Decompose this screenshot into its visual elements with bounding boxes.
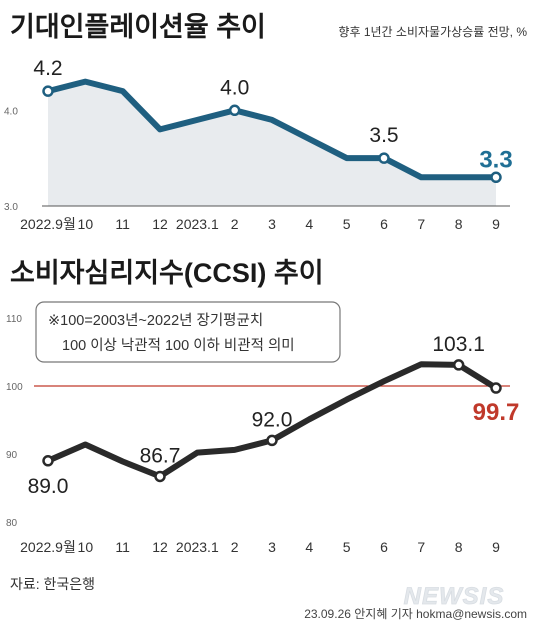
chart2-x-tick-label: 2023.1 xyxy=(176,539,219,555)
chart1-x-tick-label: 9 xyxy=(492,216,500,232)
chart1-x-tick-label: 5 xyxy=(343,216,351,232)
chart1-series-line xyxy=(45,78,499,181)
chart1-data-label: 4.2 xyxy=(33,57,62,80)
chart1-x-tick-label: 10 xyxy=(78,216,94,232)
source-note: 자료: 한국은행 xyxy=(10,576,95,592)
chart1-x-tick-label: 8 xyxy=(455,216,463,232)
chart2-y-tick-label: 100 xyxy=(6,382,23,393)
chart2-x-tick-label: 6 xyxy=(380,539,388,555)
chart2-data-label: 92.0 xyxy=(252,408,293,431)
chart2-data-label: 86.7 xyxy=(140,444,181,467)
chart2-x-tick-label: 9 xyxy=(492,539,500,555)
chart2-note-line-2: 100 이상 낙관적 100 이하 비관적 의미 xyxy=(62,337,295,354)
chart1-x-tick-label: 6 xyxy=(380,216,388,232)
newsis-logo-text: NEWSIS xyxy=(404,583,505,610)
chart1-y-tick-label: 4.0 xyxy=(4,106,18,117)
chart2-note-line-1: ※100=2003년~2022년 장기평균치 xyxy=(48,312,263,329)
chart1-title: 기대인플레이션율 추이 xyxy=(10,12,266,42)
chart2-x-tick-label: 3 xyxy=(268,539,276,555)
chart2-x-tick-label: 12 xyxy=(152,539,168,555)
chart2-data-point xyxy=(154,470,166,483)
chart2-x-tick-label: 8 xyxy=(455,539,463,555)
chart2-y-tick-label: 80 xyxy=(6,518,18,529)
chart1-data-point xyxy=(42,85,54,97)
chart2-x-tick-label: 4 xyxy=(305,539,313,555)
chart2-x-tick-label: 2022.9월 xyxy=(20,539,76,555)
chart1-data-point xyxy=(228,104,241,117)
credit-line: 23.09.26 안지혜 기자 hokma@newsis.com xyxy=(304,607,527,621)
chart2-x-tick-label: 10 xyxy=(78,539,94,555)
chart2-x-tick-label: 7 xyxy=(417,539,425,555)
chart2-data-point xyxy=(452,359,465,371)
chart2-plot: 110 100 90 80 ※100=2003년~2022년 장기평균치 100 이상… xyxy=(6,301,520,555)
chart2-title: 소비자심리지수(CCSI) 추이 xyxy=(10,258,324,288)
chart1-data-point xyxy=(378,152,390,164)
chart1-x-tick-label: 2023.1 xyxy=(176,216,219,232)
chart1-x-tick-label: 3 xyxy=(268,216,276,232)
chart1-x-tick-label: 7 xyxy=(417,216,425,232)
chart1-x-tick-label: 2022.9월 xyxy=(20,216,76,232)
chart1-x-tick-label: 11 xyxy=(115,216,130,232)
chart1-x-tick-label: 12 xyxy=(152,216,168,232)
chart2-data-label: 99.7 xyxy=(473,399,520,426)
chart2-y-tick-label: 90 xyxy=(6,450,18,461)
chart1-x-tick-label: 2 xyxy=(231,216,239,232)
chart1-x-tick-label: 4 xyxy=(305,216,313,232)
chart1-data-label: 4.0 xyxy=(220,76,249,99)
chart2-data-point xyxy=(490,382,502,394)
chart2-data-label: 89.0 xyxy=(28,475,69,498)
chart1-y-tick-label: 3.0 xyxy=(4,202,18,213)
chart1-plot: 4.0 3.0 4.2 4.0 3.5 3.3 2022.9월 10 11 12 2023.1 2… xyxy=(4,57,513,232)
newsis-logo: NEWSIS xyxy=(403,583,505,611)
chart1-data-label: 3.3 xyxy=(479,146,512,173)
chart2-data-label: 103.1 xyxy=(432,333,485,356)
chart2-x-tick-label: 2 xyxy=(231,539,239,555)
chart2-y-tick-label: 110 xyxy=(6,314,22,325)
chart2-x-tick-label: 5 xyxy=(343,539,351,555)
chart1-subtitle: 향후 1년간 소비자물가상승률 전망, % xyxy=(338,25,527,39)
chart1-area-fill xyxy=(48,81,496,206)
chart2-data-point xyxy=(266,434,278,447)
chart2-data-point xyxy=(42,455,54,467)
chart1-data-label: 3.5 xyxy=(369,124,398,147)
chart2-x-tick-label: 11 xyxy=(115,539,130,555)
chart2-note-box: ※100=2003년~2022년 장기평균치 100 이상 낙관적 100 이하… xyxy=(35,301,341,363)
chart1-data-point xyxy=(490,171,502,184)
